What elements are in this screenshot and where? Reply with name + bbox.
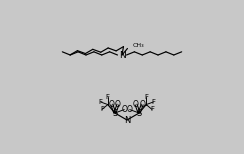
Text: F: F xyxy=(144,94,148,100)
Text: N: N xyxy=(124,116,130,124)
Text: CH₃: CH₃ xyxy=(132,43,144,48)
Text: O: O xyxy=(115,100,121,109)
Text: F: F xyxy=(99,99,103,105)
Text: O: O xyxy=(121,105,127,114)
Text: S: S xyxy=(136,109,142,118)
Text: S: S xyxy=(112,109,118,118)
Text: O: O xyxy=(127,105,133,114)
Text: N: N xyxy=(119,51,125,59)
Text: O: O xyxy=(109,100,115,109)
Text: F: F xyxy=(150,106,154,112)
Text: F: F xyxy=(100,106,104,112)
Text: F: F xyxy=(106,94,110,100)
Text: O: O xyxy=(133,100,139,109)
Text: F: F xyxy=(151,99,155,105)
Text: O: O xyxy=(139,100,145,109)
